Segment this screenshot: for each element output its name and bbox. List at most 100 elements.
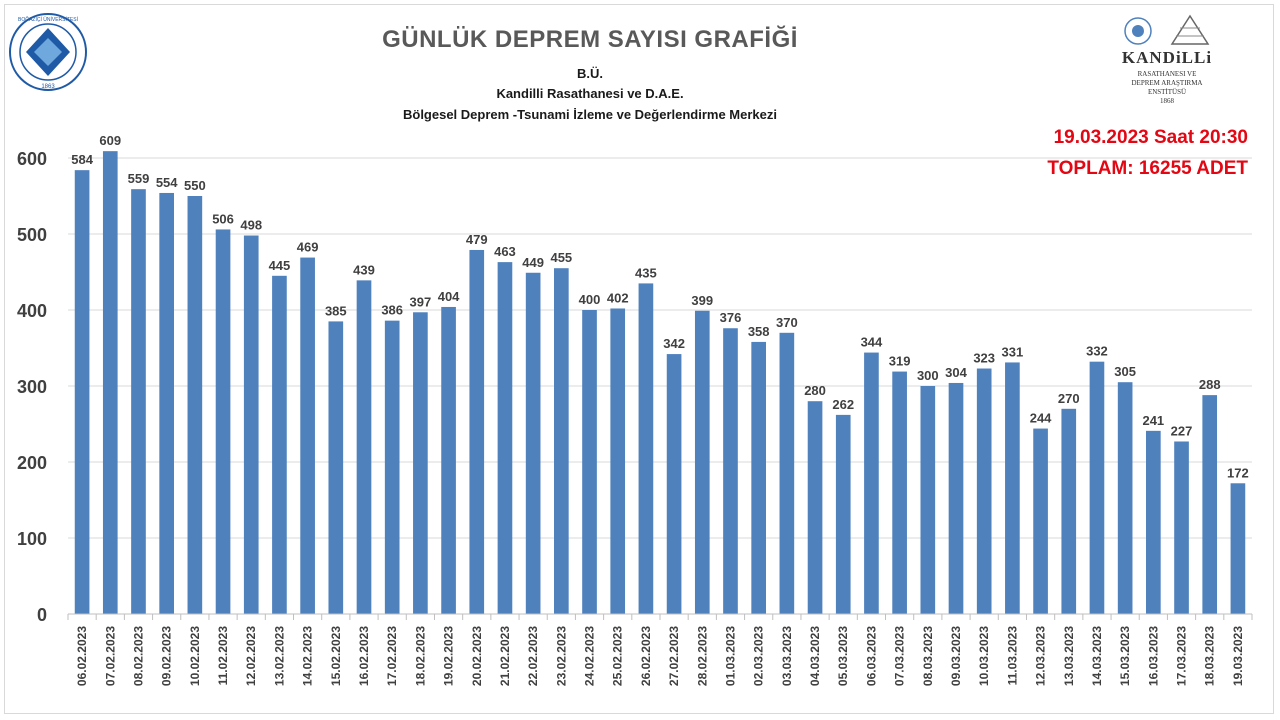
x-tick-label: 09.03.2023 (949, 626, 963, 686)
y-tick-label: 600 (17, 149, 47, 169)
bar (835, 414, 851, 614)
data-label: 358 (748, 324, 770, 339)
data-label: 404 (438, 289, 460, 304)
data-label: 559 (128, 171, 150, 186)
bar (102, 151, 118, 614)
data-label: 469 (297, 240, 319, 255)
bar (807, 401, 823, 614)
bar (356, 280, 372, 614)
data-label: 550 (184, 178, 206, 193)
x-tick-label: 01.03.2023 (723, 626, 737, 686)
chart-frame (4, 4, 1274, 714)
x-tick-label: 23.02.2023 (554, 626, 568, 686)
bar (187, 196, 203, 614)
bar (215, 229, 231, 614)
bar (525, 272, 541, 614)
x-tick-label: 21.02.2023 (498, 626, 512, 686)
y-tick-label: 200 (17, 453, 47, 473)
bar (469, 249, 485, 614)
kandilli-observatory-icon (1124, 14, 1210, 45)
x-tick-label: 17.02.2023 (385, 626, 399, 686)
bar (610, 308, 626, 614)
x-tick-label: 06.02.2023 (75, 626, 89, 686)
x-tick-label: 11.03.2023 (1005, 626, 1019, 686)
data-label: 241 (1142, 413, 1164, 428)
data-label: 385 (325, 303, 347, 318)
data-label: 376 (720, 310, 742, 325)
bar (1230, 483, 1246, 614)
bar (1117, 382, 1133, 614)
x-tick-label: 03.03.2023 (780, 626, 794, 686)
bar (976, 368, 992, 614)
x-tick-label: 12.03.2023 (1034, 626, 1048, 686)
bar (1146, 430, 1161, 614)
bar (779, 332, 795, 614)
bar (666, 354, 682, 614)
data-label: 227 (1171, 423, 1193, 438)
x-tick-label: 27.02.2023 (667, 626, 681, 686)
chart-title: GÜNLÜK DEPREM SAYISI GRAFİĞİ (382, 26, 798, 53)
data-label: 244 (1030, 411, 1052, 426)
x-tick-label: 13.03.2023 (1062, 626, 1076, 686)
data-label: 386 (381, 303, 403, 318)
bar (413, 312, 428, 614)
data-label: 304 (945, 365, 967, 380)
x-tick-label: 18.02.2023 (413, 626, 427, 686)
kandilli-line3: ENSTİTÜSÜ (1147, 88, 1187, 96)
data-label: 400 (579, 292, 601, 307)
data-label: 300 (917, 368, 939, 383)
y-tick-label: 300 (17, 377, 47, 397)
kandilli-line1: RASATHANESI VE (1137, 70, 1197, 78)
data-label: 584 (71, 152, 93, 167)
x-tick-label: 14.03.2023 (1090, 626, 1104, 686)
data-label: 331 (1002, 344, 1024, 359)
x-tick-label: 25.02.2023 (611, 626, 625, 686)
data-label: 439 (353, 262, 375, 277)
x-tick-label: 24.02.2023 (583, 626, 597, 686)
x-tick-label: 08.03.2023 (921, 626, 935, 686)
x-tick-label: 12.02.2023 (244, 626, 258, 686)
bar (328, 321, 344, 614)
data-label: 463 (494, 244, 516, 259)
bar (384, 320, 400, 614)
x-tick-label: 09.02.2023 (160, 626, 174, 686)
data-label: 332 (1086, 344, 1108, 359)
total-count-label: TOPLAM: 16255 ADET (1047, 158, 1248, 179)
bar (243, 235, 259, 614)
bar (1174, 441, 1189, 614)
bar (948, 382, 964, 614)
data-label: 506 (212, 211, 234, 226)
x-tick-label: 05.03.2023 (836, 626, 850, 686)
kandilli-line2: DEPREM ARAŞTIRMA (1131, 79, 1203, 87)
bar (694, 310, 710, 614)
x-tick-label: 14.02.2023 (301, 626, 315, 686)
data-label: 609 (99, 133, 121, 148)
subtitle-university: B.Ü. (577, 66, 603, 81)
data-label: 455 (550, 250, 572, 265)
data-label: 479 (466, 232, 488, 247)
x-tick-label: 16.02.2023 (357, 626, 371, 686)
bar (751, 341, 766, 614)
x-tick-label: 16.03.2023 (1146, 626, 1160, 686)
bar (497, 262, 513, 614)
bar (892, 371, 907, 614)
data-label: 323 (973, 351, 995, 366)
bar (1005, 362, 1020, 614)
bar (554, 268, 569, 614)
bar (441, 306, 456, 614)
data-label: 402 (607, 290, 629, 305)
seal-text: BOĞAZİÇİ ÜNİVERSİTESİ (18, 16, 78, 23)
data-label: 399 (691, 293, 713, 308)
timestamp-label: 19.03.2023 Saat 20:30 (1053, 127, 1248, 148)
bar (638, 283, 654, 614)
kandilli-logo: KANDiLLi RASATHANESI VE DEPREM ARAŞTIRMA… (1112, 14, 1222, 106)
x-tick-label: 15.02.2023 (329, 626, 343, 686)
bar (723, 328, 738, 614)
y-tick-label: 0 (37, 605, 47, 625)
data-label: 435 (635, 265, 657, 280)
bogazici-university-seal-icon: BOĞAZİÇİ ÜNİVERSİTESİ 1863 (9, 13, 87, 91)
x-tick-label: 11.02.2023 (216, 626, 230, 686)
data-label: 305 (1114, 364, 1136, 379)
bar (1202, 395, 1218, 614)
subtitle-observatory: Kandilli Rasathanesi ve D.A.E. (496, 86, 684, 101)
